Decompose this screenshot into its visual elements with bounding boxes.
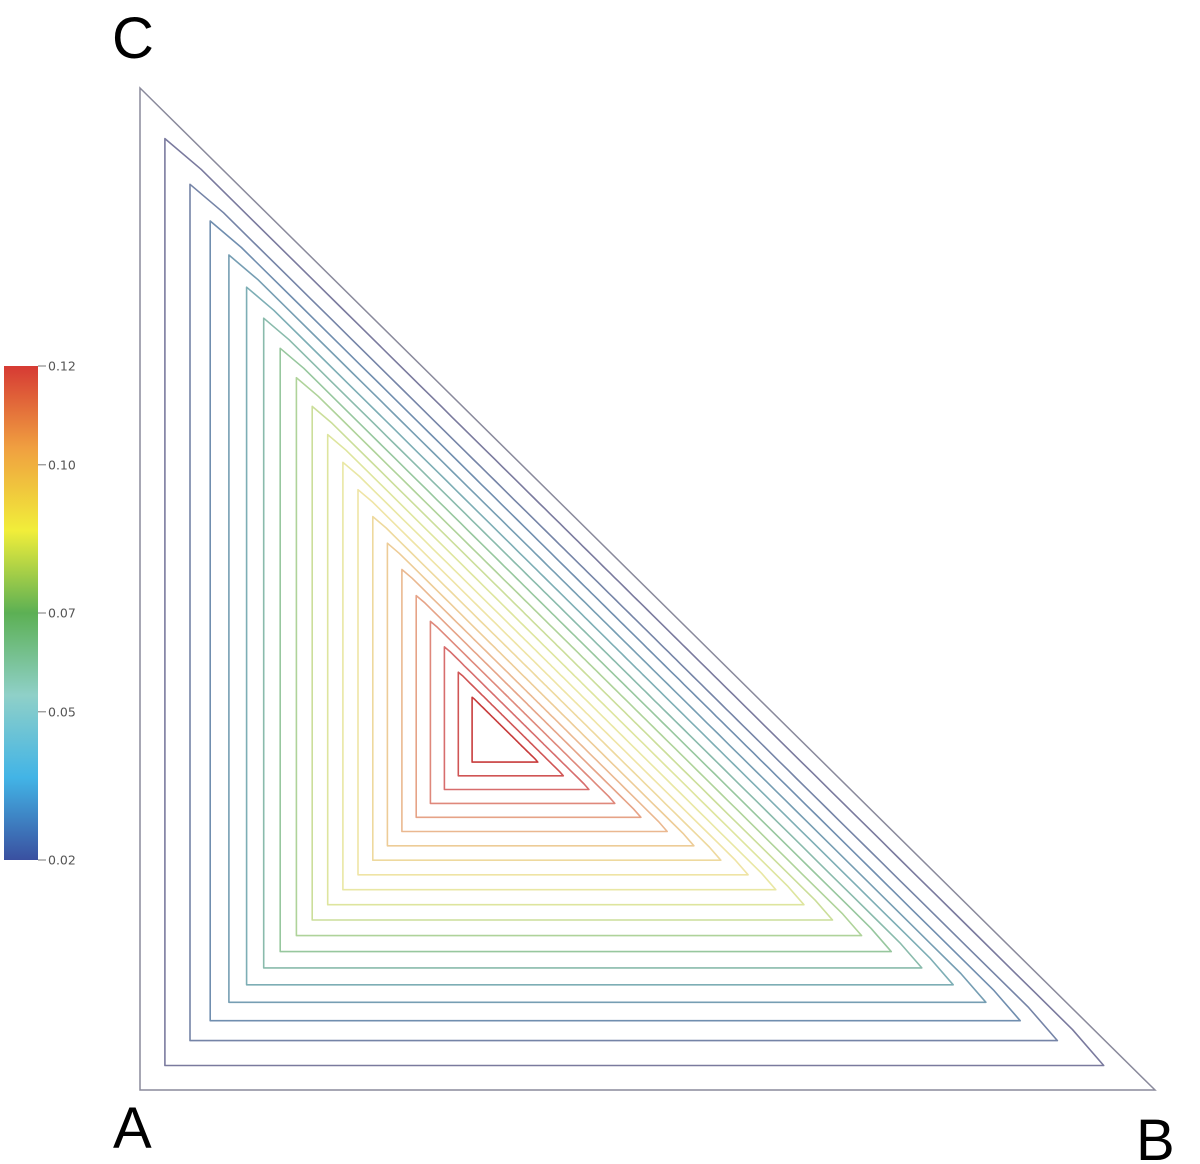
colorbar-tick-label: 0.05 xyxy=(48,704,76,719)
contour-line xyxy=(457,671,565,777)
vertex-label-c: C xyxy=(112,6,154,71)
contour-line xyxy=(401,568,668,833)
contour-line xyxy=(326,433,805,906)
colorbar-ticks: 0.12 0.10 0.07 0.05 0.02 xyxy=(38,359,76,868)
colorbar-tick-label: 0.07 xyxy=(48,606,76,621)
contour-line xyxy=(209,220,1021,1022)
colorbar-tick-label: 0.10 xyxy=(48,457,76,472)
colorbar-tick-label: 0.02 xyxy=(48,853,76,868)
contour-line xyxy=(429,620,616,805)
contour-line xyxy=(262,317,923,969)
vertex-label-b: B xyxy=(1136,1108,1175,1164)
contour-line xyxy=(245,286,954,986)
contour-line xyxy=(228,254,987,1004)
vertex-label-a: A xyxy=(113,1096,152,1161)
contour-line xyxy=(295,376,863,937)
contour-line xyxy=(164,137,1105,1067)
colorbar-gradient xyxy=(4,366,38,860)
contour-line xyxy=(471,696,539,763)
contour-line xyxy=(189,183,1059,1042)
contour-lines xyxy=(164,137,1105,1067)
contour-line xyxy=(357,488,749,876)
contour-line xyxy=(443,646,590,791)
contour-line xyxy=(311,405,834,921)
contour-line xyxy=(372,515,722,861)
contour-line xyxy=(279,347,893,953)
contour-line xyxy=(386,542,695,847)
colorbar-tick-label: 0.12 xyxy=(48,359,76,374)
colorbar: 0.12 0.10 0.07 0.05 0.02 xyxy=(4,359,76,868)
ternary-triangle xyxy=(139,86,1157,1091)
contour-line xyxy=(415,594,642,819)
contour-line xyxy=(342,461,777,891)
